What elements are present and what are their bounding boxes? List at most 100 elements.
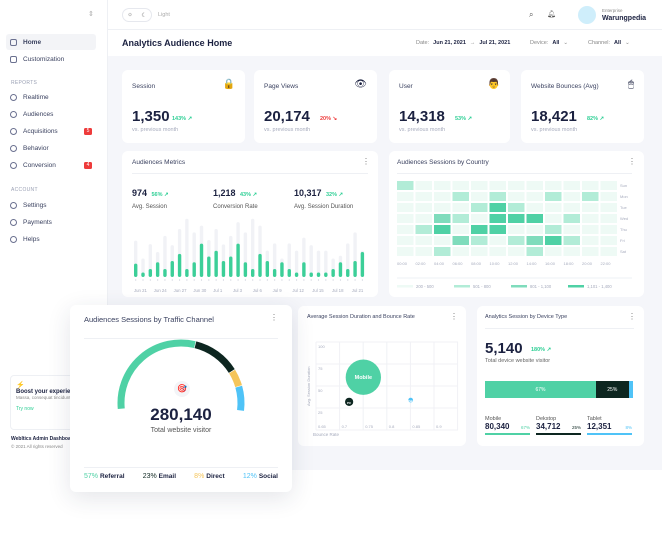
stat-card-0: Session 🔒 1,350 143% ↗ vs. previous mont… xyxy=(122,70,245,143)
heat-cell xyxy=(489,192,506,201)
heat-cell xyxy=(508,181,525,190)
sidebar-item-acquisitions[interactable]: Acquisitions 5 xyxy=(6,123,96,139)
section-label: ACCOUNT xyxy=(11,187,38,193)
card-title: Audiences Sessions by Country xyxy=(397,159,489,166)
mobile-segment: 67% xyxy=(485,381,596,398)
bubble-pc[interactable] xyxy=(345,397,354,406)
heat-cell xyxy=(415,192,432,201)
heat-cell xyxy=(397,192,414,201)
x-tick-label: 0.75 xyxy=(365,424,374,429)
section-label: REPORTS xyxy=(11,80,38,86)
sidebar-item-label: Customization xyxy=(23,55,65,63)
more-icon[interactable]: ⋮ xyxy=(270,313,278,322)
bubble-tab[interactable] xyxy=(408,397,414,403)
heat-cell xyxy=(471,192,488,201)
more-icon[interactable]: ⋮ xyxy=(628,157,636,166)
sidebar-item-behavior[interactable]: Behavior xyxy=(6,140,96,156)
bubble-mobile[interactable] xyxy=(345,359,381,395)
heat-cell xyxy=(415,247,432,256)
sidebar-item-settings[interactable]: Settings xyxy=(6,197,96,213)
theme-toggle[interactable]: ☼ ☾ xyxy=(122,8,152,22)
heat-cell xyxy=(545,225,562,234)
more-icon[interactable]: ⋮ xyxy=(450,312,458,321)
sidebar-item-label: Conversion xyxy=(23,161,56,169)
legend-swatch xyxy=(397,285,413,288)
y-axis-label: Avg. Session Duration xyxy=(306,366,311,406)
bar-dot xyxy=(171,279,173,281)
customize-icon xyxy=(10,55,17,63)
channel-pct: 12% xyxy=(242,473,257,480)
sidebar-item-realtime[interactable]: Realtime xyxy=(6,89,96,105)
heat-cell xyxy=(526,203,543,212)
search-icon[interactable]: ⌕ xyxy=(529,10,534,19)
heat-cell xyxy=(452,236,469,245)
date-filter[interactable]: Date: Jun 21, 2021 → Jul 21, 2021 xyxy=(416,40,511,46)
heat-cell xyxy=(563,214,580,223)
heat-cell xyxy=(563,192,580,201)
heat-cell xyxy=(397,203,414,212)
x-tick-label: 0.9 xyxy=(436,424,442,429)
traffic-total: 280,140 xyxy=(150,405,212,424)
bar-dot xyxy=(339,279,342,281)
heat-cell xyxy=(397,247,414,256)
sidebar-item-home[interactable]: Home xyxy=(6,34,96,50)
legend-label: 801 - 1,100 xyxy=(530,284,552,289)
count-badge: 5 xyxy=(84,127,92,135)
more-icon[interactable]: ⋮ xyxy=(362,157,370,166)
channel-referral: 57% Referral xyxy=(84,473,125,480)
bar-background xyxy=(316,250,321,277)
y-tick-label: Fri xyxy=(620,238,625,243)
bar xyxy=(229,256,233,277)
heat-cell xyxy=(545,181,562,190)
channel-label: Referral xyxy=(99,473,125,480)
x-tick-label: 20:00 xyxy=(582,261,593,266)
target-icon: 🎯 xyxy=(174,381,190,397)
heat-cell xyxy=(508,247,525,256)
bar xyxy=(134,263,138,277)
bar-dot xyxy=(354,279,356,281)
bar-dot xyxy=(274,279,276,281)
collapse-icon[interactable]: ⇕ xyxy=(88,11,94,18)
bar-dot xyxy=(317,279,320,281)
channel-social: 12% Social xyxy=(243,473,278,480)
channel-filter[interactable]: Channel: All ⌄ xyxy=(588,40,630,46)
bell-icon[interactable]: 🔔︎ xyxy=(547,11,556,18)
metric-label: Conversion Rate xyxy=(213,204,258,210)
heat-cell xyxy=(545,214,562,223)
bar-dot xyxy=(281,279,283,281)
card-icon xyxy=(10,218,17,226)
chevron-down-icon: ⌄ xyxy=(625,40,630,46)
channel-label: Channel: xyxy=(588,40,611,46)
device-filter[interactable]: Device: All ⌄ xyxy=(530,40,568,46)
sidebar-item-label: Helps xyxy=(23,235,40,243)
sidebar-item-audiences[interactable]: Audiences xyxy=(6,106,96,122)
device-item-dekstop: Dekstop 34,712 25% xyxy=(536,416,581,435)
heat-cell xyxy=(545,236,562,245)
bar-dot xyxy=(303,279,305,281)
bar xyxy=(148,268,153,277)
sidebar-item-payments[interactable]: Payments xyxy=(6,214,96,230)
metrics-bar-chart: Jun 21 Jun 24 Jun 27 Jun 30 Jul 1 Jul 3 Jul 6 J… xyxy=(134,218,365,293)
channel-pct: 23% xyxy=(142,473,157,480)
stat-value: 1,350 xyxy=(132,108,170,125)
avatar[interactable] xyxy=(578,6,596,24)
bar-dot xyxy=(208,279,210,281)
stat-change: 53% ↗ xyxy=(455,116,473,122)
promo-link[interactable]: Try now xyxy=(16,406,34,412)
tablet-segment xyxy=(628,381,633,398)
bar-background xyxy=(272,243,277,277)
device-pct: 67% xyxy=(520,425,530,430)
sidebar-item-customization[interactable]: Customization xyxy=(6,51,96,67)
sidebar-item-helps[interactable]: Helps xyxy=(6,231,96,247)
more-icon[interactable]: ⋮ xyxy=(628,312,636,321)
bar-dot xyxy=(222,279,225,281)
gauge-segment-referral xyxy=(117,339,196,409)
device-stacked-bar: 67% 25% xyxy=(485,381,633,398)
bar xyxy=(331,268,335,277)
heat-cell xyxy=(489,225,506,234)
bar xyxy=(141,272,145,277)
heat-cell xyxy=(582,214,599,223)
bubble-chart: 100 75 50 25 0.65 0.7 0.75 0.8 0.85 0.9 Bounce Rat… xyxy=(306,341,459,437)
sidebar-item-conversion[interactable]: Conversion 4 xyxy=(6,157,96,173)
device-label: Dekstop xyxy=(536,416,557,422)
